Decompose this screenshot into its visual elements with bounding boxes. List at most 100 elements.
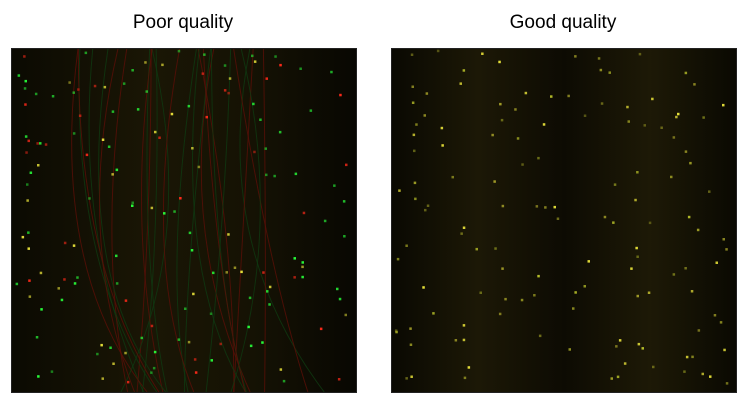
array-spot <box>28 247 31 250</box>
array-spot <box>191 147 194 150</box>
array-spot <box>35 93 38 96</box>
array-spot <box>224 89 227 92</box>
array-spot <box>137 108 140 111</box>
array-spot <box>64 242 67 245</box>
array-spot <box>63 278 65 281</box>
array-spot <box>652 366 655 369</box>
array-spot <box>574 291 577 294</box>
array-spot <box>211 359 214 362</box>
array-spot <box>424 209 427 212</box>
array-spot <box>481 53 484 56</box>
array-spot <box>226 271 229 274</box>
array-spot <box>220 343 223 346</box>
array-spot <box>303 212 306 215</box>
array-spot <box>184 308 187 311</box>
array-spot <box>499 103 502 106</box>
array-spot <box>709 375 712 378</box>
array-spot <box>684 267 687 270</box>
array-spot <box>649 222 652 225</box>
array-spot <box>395 329 398 332</box>
array-spot <box>644 124 647 127</box>
array-spot <box>96 353 99 356</box>
array-spot <box>343 200 346 203</box>
array-spot <box>716 262 719 265</box>
array-spot <box>572 307 575 310</box>
array-spot <box>601 102 604 105</box>
array-spot <box>413 150 416 153</box>
array-spot <box>188 341 191 344</box>
array-spot <box>178 338 181 341</box>
array-spot <box>111 173 114 176</box>
array-spot <box>262 271 265 274</box>
array-spot <box>163 212 166 215</box>
array-spot <box>517 137 520 140</box>
array-spot <box>333 184 336 187</box>
good-quality-microarray-image <box>391 48 737 393</box>
array-spot <box>584 115 587 118</box>
array-spot <box>437 50 440 53</box>
array-spot <box>636 256 639 259</box>
array-spot <box>68 81 71 84</box>
array-spot <box>723 349 726 352</box>
array-spot <box>611 377 614 380</box>
array-spot <box>673 136 676 139</box>
poor-quality-microarray-image <box>11 48 357 393</box>
array-spot <box>463 324 466 327</box>
array-spot <box>426 92 429 95</box>
array-spot <box>36 336 39 339</box>
array-spot <box>22 236 25 239</box>
array-spot <box>79 115 82 118</box>
array-spot <box>441 144 444 147</box>
array-spot <box>154 131 157 134</box>
array-spot <box>639 53 642 56</box>
array-spot <box>468 366 471 369</box>
array-spot <box>397 258 400 261</box>
array-spot <box>494 247 497 250</box>
array-spot <box>635 247 638 250</box>
array-spot <box>266 77 269 80</box>
array-spot <box>173 210 176 213</box>
array-spot <box>569 348 572 351</box>
array-spot <box>476 248 479 251</box>
array-spot <box>240 271 243 274</box>
array-spot <box>116 282 119 285</box>
array-spot <box>697 229 700 232</box>
scratch-line <box>142 49 157 392</box>
array-spot <box>343 235 346 238</box>
array-spot <box>203 53 206 56</box>
array-spot <box>642 347 645 350</box>
array-spot <box>675 116 678 119</box>
array-spot <box>609 71 612 74</box>
array-spot <box>73 244 76 247</box>
good-quality-spot-field <box>392 49 736 392</box>
array-spot <box>452 176 455 179</box>
array-spot <box>249 297 252 300</box>
array-spot <box>161 64 164 67</box>
good-quality-title: Good quality <box>391 12 735 34</box>
array-spot <box>131 205 134 208</box>
array-spot <box>29 295 32 298</box>
array-spot <box>554 206 557 209</box>
array-spot <box>212 272 215 275</box>
array-spot <box>460 232 463 235</box>
array-spot <box>533 294 536 297</box>
array-spot <box>685 72 688 75</box>
array-spot <box>102 139 105 142</box>
array-spot <box>252 103 255 106</box>
array-spot <box>677 113 680 116</box>
array-spot <box>619 339 622 342</box>
array-spot <box>702 373 705 376</box>
array-spot <box>294 257 297 260</box>
array-spot <box>686 356 689 359</box>
array-spot <box>617 376 620 379</box>
array-spot <box>600 69 603 72</box>
array-spot <box>689 162 692 165</box>
array-spot <box>273 175 276 178</box>
array-spot <box>410 344 413 347</box>
array-spot <box>557 218 560 221</box>
array-spot <box>405 377 408 380</box>
array-spot <box>189 232 192 235</box>
array-spot <box>432 312 435 315</box>
array-spot <box>259 119 262 122</box>
array-spot <box>310 109 313 112</box>
